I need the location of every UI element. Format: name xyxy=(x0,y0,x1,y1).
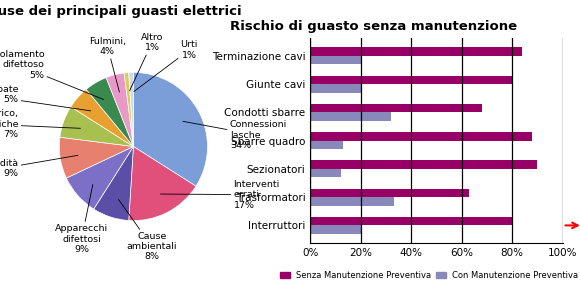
Wedge shape xyxy=(133,72,208,186)
Wedge shape xyxy=(66,146,133,209)
Text: Interventi
errati
17%: Interventi errati 17% xyxy=(161,180,280,209)
Text: Rischio di guasto senza manutenzione: Rischio di guasto senza manutenzione xyxy=(230,20,517,33)
Bar xyxy=(310,141,343,149)
Bar xyxy=(310,132,532,141)
Bar xyxy=(310,47,522,56)
Bar xyxy=(310,113,391,121)
Text: Isolamento
difettoso
5%: Isolamento difettoso 5% xyxy=(0,50,104,100)
Bar xyxy=(310,169,340,177)
Text: Apparecchi
difettosi
9%: Apparecchi difettosi 9% xyxy=(55,185,108,254)
Text: Connessioni
lasche
34%: Connessioni lasche 34% xyxy=(183,120,287,150)
Text: Cause
ambientali
8%: Cause ambientali 8% xyxy=(118,200,177,261)
Wedge shape xyxy=(129,146,196,221)
Text: Cause dei principali guasti elettrici: Cause dei principali guasti elettrici xyxy=(0,5,241,18)
Text: Urti
1%: Urti 1% xyxy=(134,40,198,91)
Legend: Senza Manutenzione Preventiva, Con Manutenzione Preventiva: Senza Manutenzione Preventiva, Con Manut… xyxy=(277,268,580,283)
Bar xyxy=(310,225,361,234)
Bar xyxy=(310,104,482,113)
Bar xyxy=(310,76,512,84)
Bar xyxy=(310,197,394,206)
Bar xyxy=(310,160,537,169)
Text: Umidità
9%: Umidità 9% xyxy=(0,155,78,178)
Wedge shape xyxy=(124,73,133,146)
Bar xyxy=(310,56,361,64)
Text: Fulmini,
4%: Fulmini, 4% xyxy=(89,37,126,92)
Wedge shape xyxy=(60,107,133,146)
Text: Linee disturbate
5%: Linee disturbate 5% xyxy=(0,85,90,111)
Text: Altro
1%: Altro 1% xyxy=(129,33,163,91)
Wedge shape xyxy=(129,72,133,146)
Bar xyxy=(310,217,512,225)
Wedge shape xyxy=(71,89,133,146)
Wedge shape xyxy=(86,78,133,146)
Wedge shape xyxy=(106,73,133,146)
Wedge shape xyxy=(94,146,133,220)
Text: Sovracarico,
armoniche
7%: Sovracarico, armoniche 7% xyxy=(0,109,81,139)
Bar xyxy=(310,84,361,93)
Bar xyxy=(310,189,469,197)
Wedge shape xyxy=(59,137,133,178)
